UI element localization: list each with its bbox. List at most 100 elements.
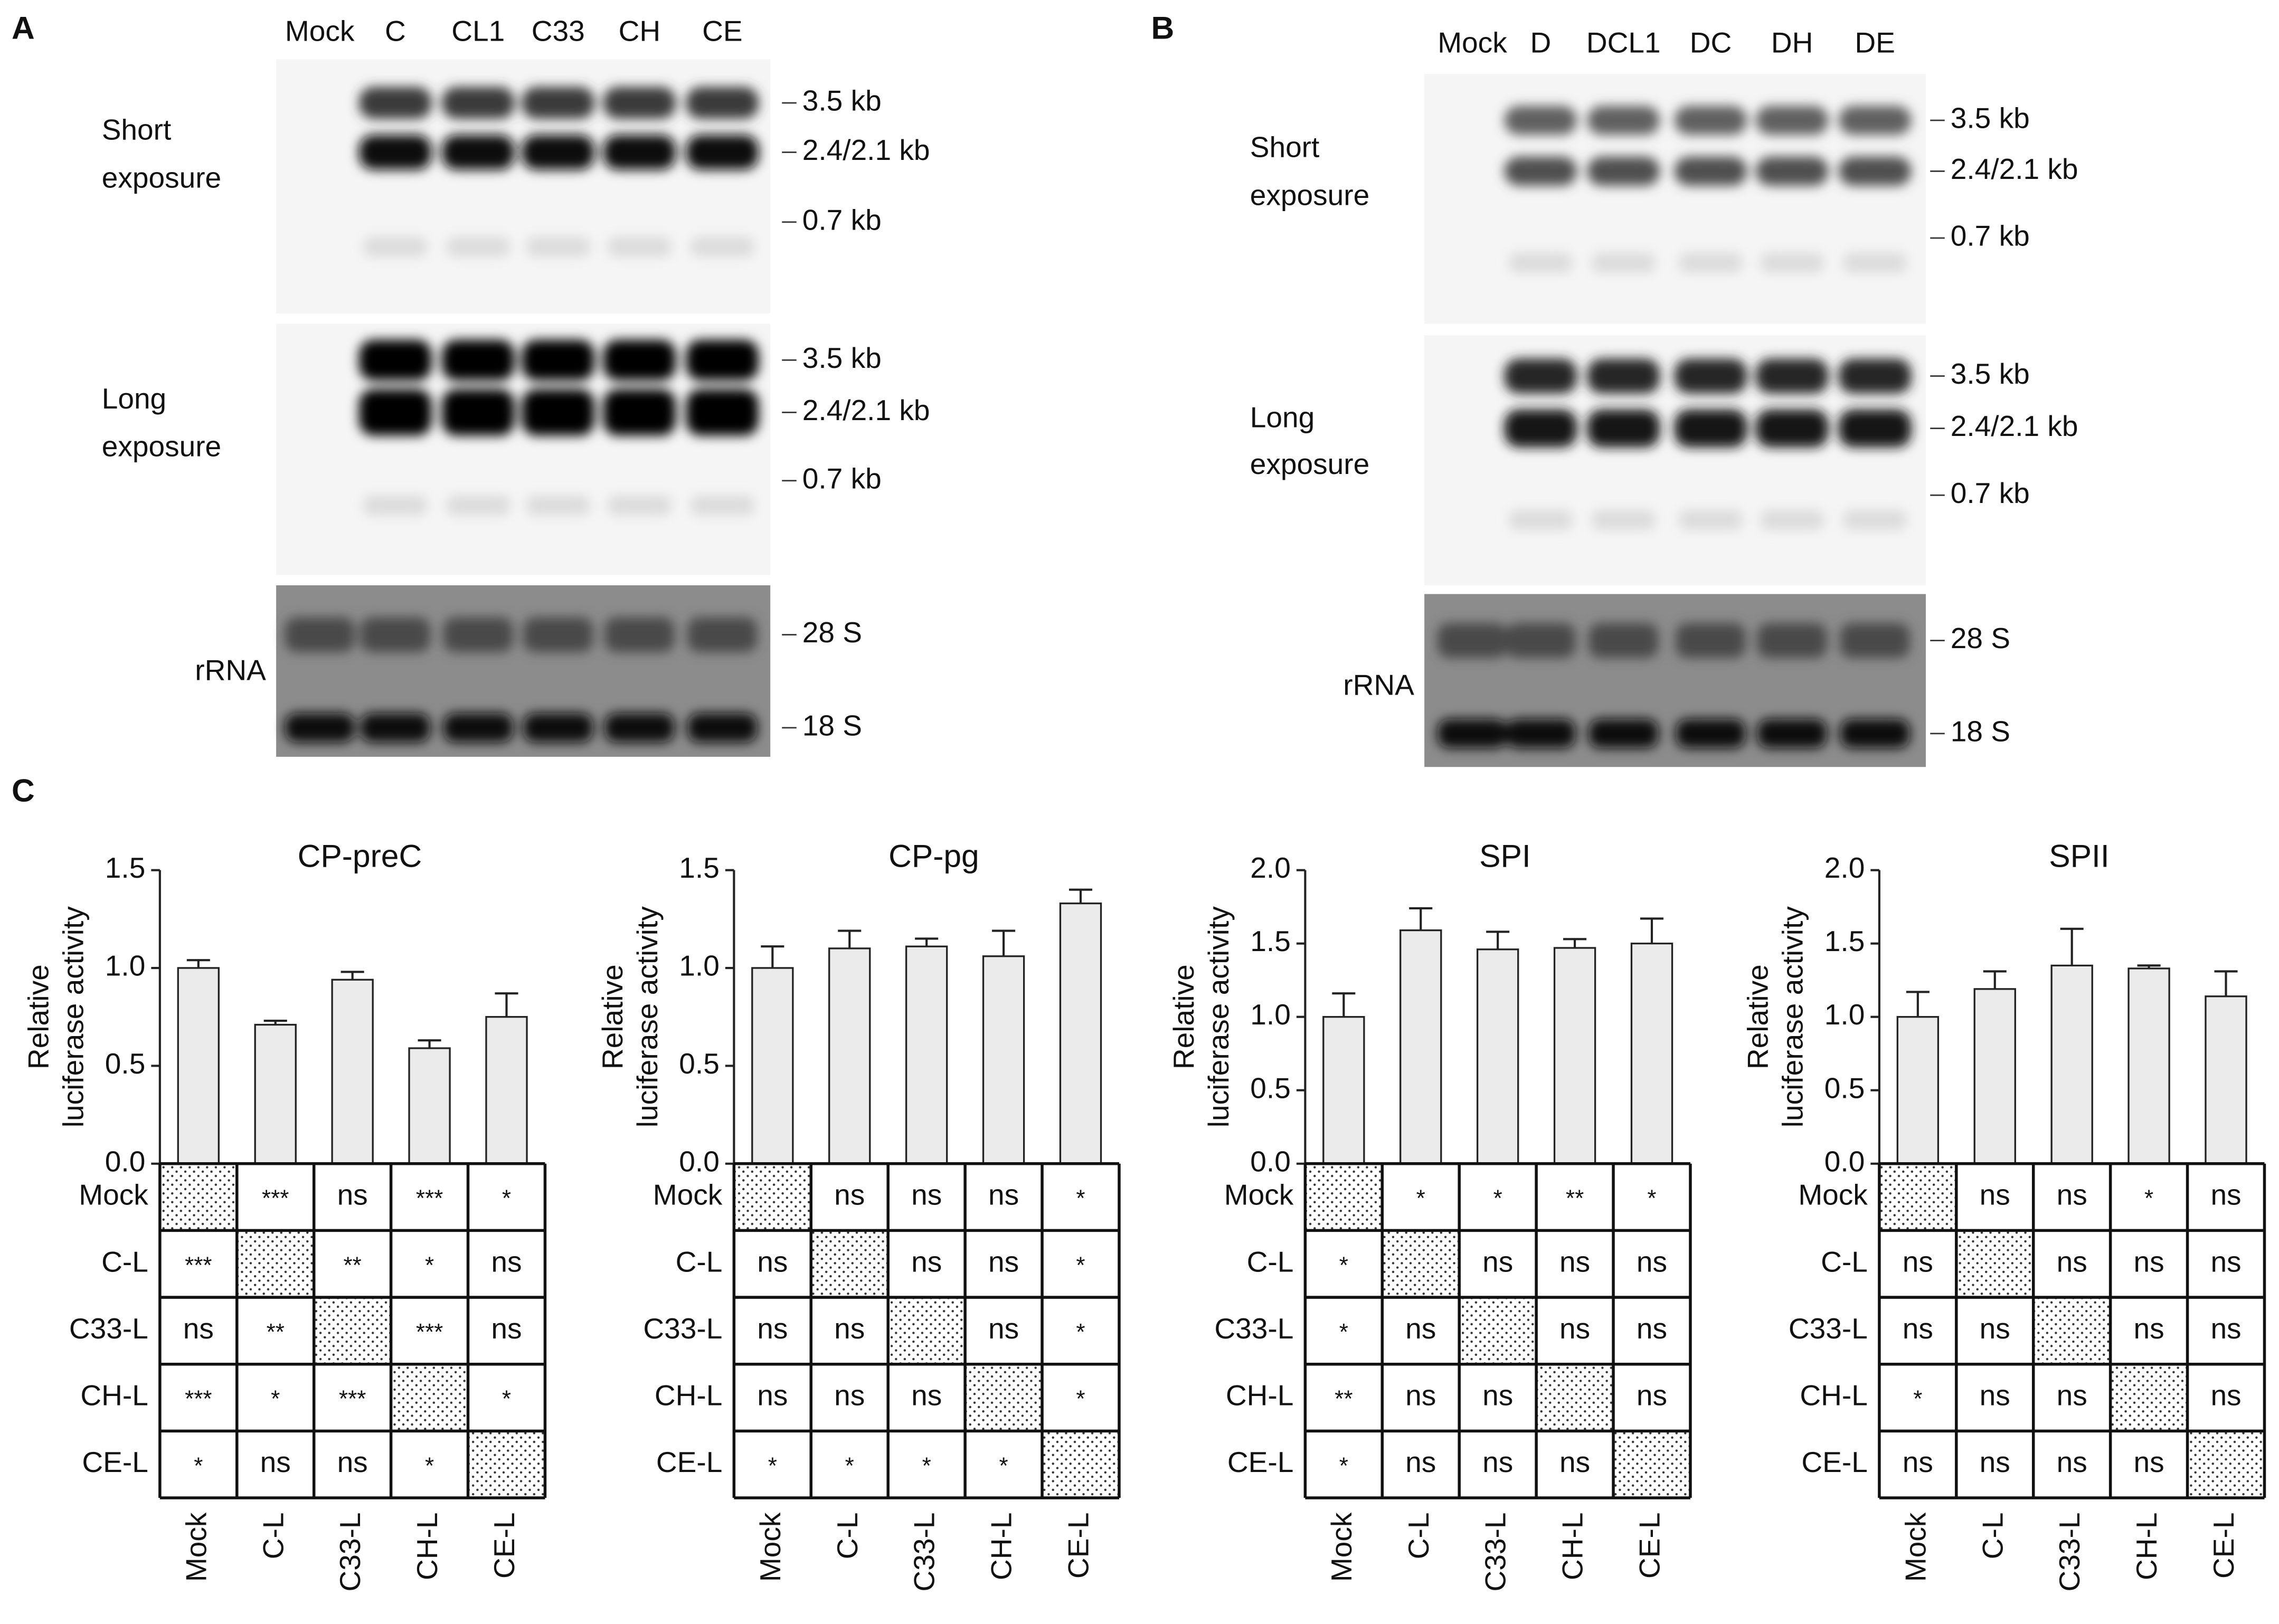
- band: [687, 617, 758, 652]
- band: [446, 495, 510, 516]
- band: [446, 236, 510, 257]
- y-tick-label: 1.0: [1250, 998, 1291, 1031]
- x-tick-label: Mock: [179, 1512, 212, 1582]
- y-axis-label: luciferase activity: [1202, 906, 1235, 1128]
- significance: ns: [1559, 1245, 1590, 1278]
- x-tick-label: C33-L: [908, 1513, 941, 1592]
- band: [1587, 409, 1660, 448]
- significance: **: [1566, 1185, 1584, 1211]
- significance: *: [1076, 1319, 1085, 1345]
- lane-label: DH: [1771, 26, 1813, 59]
- marker-label: 3.5 kb: [802, 341, 882, 374]
- chart-title: CP-preC: [298, 838, 422, 874]
- section-label: Short: [102, 113, 172, 146]
- lane-label: CL1: [451, 14, 505, 47]
- band: [604, 713, 675, 743]
- lane-label: C: [385, 14, 406, 47]
- band: [1755, 106, 1829, 135]
- significance: *: [425, 1252, 434, 1278]
- significance: ns: [834, 1312, 865, 1345]
- row-label: C-L: [1821, 1245, 1868, 1278]
- band: [1674, 358, 1747, 394]
- x-tick-label: CH-L: [985, 1513, 1018, 1580]
- significance: ns: [2134, 1245, 2164, 1278]
- row-label: Mock: [1224, 1179, 1294, 1211]
- bar: [1896, 1016, 1940, 1165]
- significance: ns: [834, 1379, 865, 1412]
- band: [1838, 106, 1912, 135]
- x-tick-label: C-L: [1976, 1513, 2009, 1560]
- significance: ns: [1482, 1446, 1513, 1478]
- band: [1838, 156, 1912, 186]
- band: [360, 713, 430, 743]
- blot-bands: [1504, 358, 1912, 530]
- marker-label: 28 S: [802, 616, 862, 649]
- marker-label: 2.4/2.1 kb: [802, 394, 930, 426]
- y-tick-label: 1.0: [1824, 998, 1865, 1031]
- band: [1838, 358, 1912, 394]
- diagonal-cell: [2033, 1297, 2111, 1364]
- significance: ns: [757, 1312, 788, 1345]
- x-tick-label: C-L: [831, 1513, 864, 1560]
- band: [441, 135, 515, 170]
- x-tick-label: C33-L: [334, 1513, 366, 1592]
- diagonal-cell: [734, 1163, 811, 1231]
- band: [607, 236, 672, 257]
- significance: ns: [1903, 1245, 1933, 1278]
- chart-title: SPI: [1479, 838, 1531, 874]
- band: [1676, 623, 1746, 658]
- row-label: CE-L: [656, 1446, 722, 1478]
- y-tick-label: 1.0: [105, 949, 146, 982]
- significance: *: [1647, 1185, 1656, 1211]
- band: [1437, 719, 1508, 748]
- chart-title: CP-pg: [888, 838, 979, 874]
- significance: *: [271, 1386, 280, 1412]
- band: [687, 713, 758, 743]
- row-label: C-L: [676, 1245, 723, 1278]
- significance: ns: [1980, 1446, 2010, 1478]
- significance: ns: [2210, 1379, 2241, 1412]
- x-tick-label: CE-L: [2207, 1513, 2240, 1579]
- significance: *: [502, 1386, 511, 1412]
- band: [603, 389, 676, 436]
- significance: *: [922, 1453, 931, 1479]
- band: [1678, 252, 1743, 273]
- lane-label: CE: [702, 14, 742, 47]
- y-tick-label: 0.5: [679, 1047, 720, 1080]
- x-tick-label: C33-L: [2053, 1513, 2086, 1592]
- row-label: Mock: [79, 1179, 148, 1211]
- marker-label: 2.4/2.1 kb: [1951, 410, 2078, 442]
- bar: [1476, 948, 1519, 1165]
- row-label: C-L: [1247, 1245, 1294, 1278]
- significance: ns: [988, 1245, 1019, 1278]
- lane-label: DCL1: [1586, 26, 1661, 59]
- band: [1588, 719, 1659, 748]
- band: [285, 617, 355, 652]
- band: [1760, 509, 1824, 530]
- band: [1755, 409, 1829, 448]
- band: [359, 339, 432, 381]
- bar: [1059, 903, 1102, 1165]
- marker-label: 3.5 kb: [1951, 357, 2030, 390]
- section-label: exposure: [1250, 448, 1369, 480]
- significance: **: [1335, 1386, 1353, 1412]
- diagonal-cell: [237, 1230, 314, 1298]
- row-label: Mock: [653, 1179, 723, 1211]
- marker-label: 18 S: [802, 709, 862, 742]
- band: [1678, 509, 1743, 530]
- bar: [1973, 988, 2016, 1165]
- x-tick-label: C-L: [1402, 1513, 1435, 1560]
- x-tick-label: CH-L: [2130, 1513, 2163, 1580]
- lane-label: DC: [1690, 26, 1732, 59]
- y-tick-label: 0.0: [1250, 1145, 1291, 1177]
- significance: *: [1076, 1252, 1085, 1278]
- band: [522, 389, 595, 436]
- lane-label: DE: [1855, 26, 1895, 59]
- band: [526, 236, 590, 257]
- y-axis-label: luciferase activity: [1776, 906, 1809, 1128]
- band: [359, 389, 432, 436]
- band: [1843, 509, 1907, 530]
- significance: ns: [1903, 1446, 1933, 1478]
- significance: ns: [2057, 1446, 2087, 1478]
